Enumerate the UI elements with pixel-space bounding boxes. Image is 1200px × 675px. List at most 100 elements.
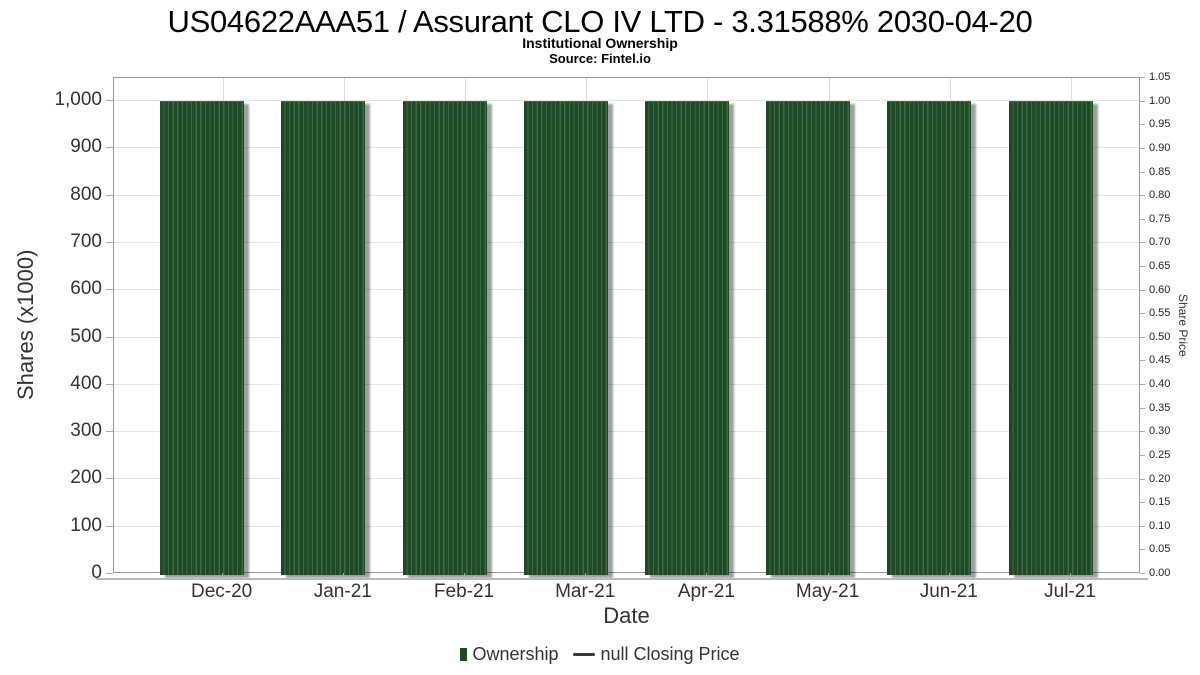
y-axis-tick-left bbox=[106, 336, 113, 338]
ownership-bar[interactable] bbox=[402, 101, 487, 575]
y-tick-label-right: 1.05 bbox=[1149, 71, 1171, 83]
x-tick-label: Dec-20 bbox=[190, 581, 253, 602]
legend-item-closing-price[interactable]: null Closing Price bbox=[573, 644, 740, 665]
y-tick-label-right: 0.65 bbox=[1149, 260, 1171, 272]
y-axis-tick-left bbox=[106, 431, 113, 433]
y-tick-label-right: 0.45 bbox=[1149, 354, 1171, 367]
ownership-bar[interactable] bbox=[523, 101, 608, 575]
y-axis-tick-right bbox=[1140, 147, 1145, 149]
ownership-bar[interactable] bbox=[160, 101, 245, 575]
y-tick-label-right: 0.90 bbox=[1149, 141, 1171, 154]
ownership-bar[interactable] bbox=[1008, 101, 1093, 575]
x-axis-tick bbox=[464, 573, 465, 579]
y-axis-tick-right bbox=[1140, 478, 1145, 480]
x-axis-title: Date bbox=[603, 603, 650, 628]
bar-series-marker-icon bbox=[460, 648, 468, 661]
x-axis-tick bbox=[1070, 573, 1071, 579]
x-axis-tick bbox=[948, 573, 950, 579]
y-tick-label-left: 500 bbox=[70, 325, 102, 347]
y-axis-tick-left bbox=[106, 194, 113, 196]
y-tick-label-right: 0.95 bbox=[1149, 118, 1171, 131]
h-gridline bbox=[114, 383, 1139, 385]
x-axis-tick bbox=[827, 573, 829, 579]
h-gridline bbox=[114, 147, 1139, 149]
y-tick-label-left: 800 bbox=[70, 183, 102, 205]
y-axis-tick-right bbox=[1140, 573, 1145, 574]
x-tick-label: Jan-21 bbox=[313, 581, 372, 602]
y-axis-tick-left bbox=[106, 478, 113, 480]
chart-source: Source: Fintel.io bbox=[549, 51, 651, 66]
y-tick-label-right: 1.00 bbox=[1149, 94, 1171, 107]
y-tick-label-right: 0.35 bbox=[1149, 401, 1171, 414]
y-tick-label-right: 0.55 bbox=[1149, 307, 1171, 320]
y-axis-tick-right bbox=[1140, 289, 1145, 291]
legend-label-ownership: Ownership bbox=[472, 644, 559, 664]
y-axis-tick-left bbox=[106, 383, 113, 385]
x-axis-tick bbox=[342, 573, 344, 579]
y-tick-label-left: 300 bbox=[70, 420, 102, 442]
h-gridline bbox=[114, 478, 1139, 480]
y-axis-tick-right bbox=[1140, 124, 1145, 126]
y-tick-label-right: 0.80 bbox=[1149, 189, 1171, 202]
y-axis-tick-right bbox=[1140, 242, 1145, 244]
right-axis-title: Share Price bbox=[1176, 293, 1190, 357]
h-gridline bbox=[114, 336, 1139, 338]
y-axis-tick-right bbox=[1140, 77, 1145, 78]
y-axis-tick-left bbox=[106, 573, 113, 574]
y-tick-label-right: 0.10 bbox=[1149, 519, 1171, 532]
y-axis-tick-right bbox=[1140, 360, 1145, 362]
y-tick-label-right: 0.15 bbox=[1149, 496, 1171, 509]
y-tick-label-left: 0 bbox=[91, 562, 102, 583]
y-tick-label-left: 100 bbox=[70, 514, 102, 536]
h-gridline bbox=[114, 431, 1139, 433]
ownership-bar[interactable] bbox=[281, 101, 366, 575]
plot-area bbox=[113, 77, 1140, 575]
y-axis-tick-right bbox=[1140, 218, 1145, 220]
ownership-bar[interactable] bbox=[644, 101, 729, 575]
y-axis-tick-right bbox=[1140, 525, 1145, 527]
y-tick-label-left: 1,000 bbox=[54, 89, 102, 110]
y-axis-tick-right bbox=[1140, 502, 1145, 504]
y-tick-label-left: 700 bbox=[70, 230, 102, 252]
y-axis-tick-right bbox=[1140, 384, 1145, 385]
y-tick-label-left: 200 bbox=[70, 467, 102, 489]
y-tick-label-right: 0.75 bbox=[1149, 212, 1171, 225]
y-axis-tick-left bbox=[106, 289, 113, 291]
y-axis-tick-left bbox=[106, 100, 113, 101]
ownership-bar[interactable] bbox=[887, 101, 972, 575]
y-tick-label-right: 0.85 bbox=[1149, 165, 1171, 178]
x-tick-label: Apr-21 bbox=[677, 581, 735, 602]
x-tick-label: May-21 bbox=[795, 581, 860, 602]
y-tick-label-right: 0.50 bbox=[1149, 330, 1171, 343]
x-tick-label: Mar-21 bbox=[555, 581, 616, 602]
y-axis-tick-left bbox=[106, 241, 113, 243]
y-axis-tick-right bbox=[1140, 407, 1145, 409]
y-tick-label-right: 0.20 bbox=[1149, 472, 1171, 485]
x-tick-label: Jun-21 bbox=[919, 581, 978, 602]
y-axis-tick-right bbox=[1140, 431, 1145, 433]
y-tick-label-left: 400 bbox=[70, 372, 102, 394]
x-tick-label: Jul-21 bbox=[1044, 581, 1096, 602]
h-gridline bbox=[114, 241, 1139, 243]
h-gridline bbox=[114, 100, 1139, 101]
y-tick-label-right: 0.60 bbox=[1149, 283, 1171, 296]
y-tick-label-right: 0.25 bbox=[1149, 448, 1171, 461]
y-tick-label-right: 0.70 bbox=[1149, 236, 1171, 249]
x-axis-line bbox=[96, 578, 1148, 580]
x-axis-tick bbox=[221, 573, 223, 579]
y-tick-label-right: 0.05 bbox=[1149, 543, 1171, 556]
h-gridline bbox=[114, 525, 1139, 527]
y-axis-tick-right bbox=[1140, 266, 1145, 267]
h-gridline bbox=[114, 194, 1139, 196]
legend-label-closing-price: null Closing Price bbox=[600, 644, 740, 664]
y-tick-label-left: 900 bbox=[70, 136, 102, 158]
y-axis-tick-left bbox=[106, 147, 113, 149]
line-series-marker-icon bbox=[573, 653, 596, 656]
ownership-bar[interactable] bbox=[766, 101, 851, 575]
y-tick-label-right: 0.00 bbox=[1149, 567, 1171, 579]
y-axis-tick-right bbox=[1140, 171, 1145, 173]
legend-item-ownership[interactable]: Ownership bbox=[460, 644, 558, 665]
y-axis-tick-left bbox=[106, 525, 113, 527]
y-axis-tick-right bbox=[1140, 195, 1145, 197]
